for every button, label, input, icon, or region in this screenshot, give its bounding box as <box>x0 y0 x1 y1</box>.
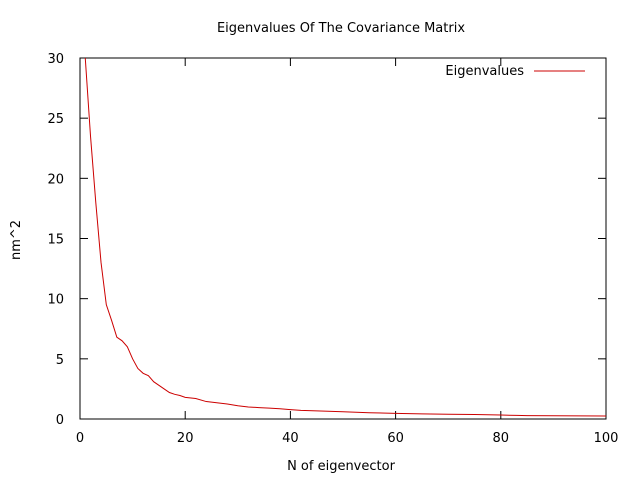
legend: Eigenvalues <box>445 64 585 79</box>
legend-label: Eigenvalues <box>445 64 524 79</box>
x-tick-label: 20 <box>177 431 194 446</box>
x-tick-label: 100 <box>594 431 619 446</box>
y-tick-label: 0 <box>56 413 64 428</box>
plot-frame <box>79 57 607 420</box>
x-tick-label: 80 <box>493 431 510 446</box>
y-tick-label: 10 <box>47 293 64 308</box>
y-tick-label: 15 <box>47 233 64 248</box>
x-tick-label: 0 <box>76 431 84 446</box>
series-line-eigenvalues <box>84 57 607 417</box>
chart-title: Eigenvalues Of The Covariance Matrix <box>217 21 465 36</box>
series-layer <box>84 57 607 417</box>
y-tick-label: 25 <box>47 112 64 127</box>
x-tick-label: 60 <box>387 431 404 446</box>
y-tick-label: 30 <box>47 52 64 67</box>
axis-ticks: 0 20 40 60 80 100 0 5 10 15 20 25 30 <box>47 52 618 446</box>
y-tick-label: 20 <box>47 172 64 187</box>
y-tick-label: 5 <box>56 353 64 368</box>
x-axis-label: N of eigenvector <box>287 459 396 474</box>
x-tick-label: 40 <box>282 431 299 446</box>
y-axis-label: nm^2 <box>9 220 24 260</box>
